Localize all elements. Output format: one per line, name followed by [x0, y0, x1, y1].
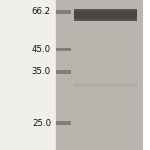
Text: 25.0: 25.0 [32, 118, 51, 127]
Bar [56, 48, 70, 51]
Bar [74, 9, 136, 21]
Text: 35.0: 35.0 [32, 68, 51, 76]
Bar [0, 0, 56, 150]
Bar [74, 84, 136, 87]
Bar [56, 10, 70, 14]
Text: 45.0: 45.0 [32, 45, 51, 54]
Text: 66.2: 66.2 [32, 8, 51, 16]
Bar [56, 70, 70, 74]
Bar [74, 11, 136, 19]
Bar [56, 121, 70, 125]
Bar [56, 0, 142, 150]
